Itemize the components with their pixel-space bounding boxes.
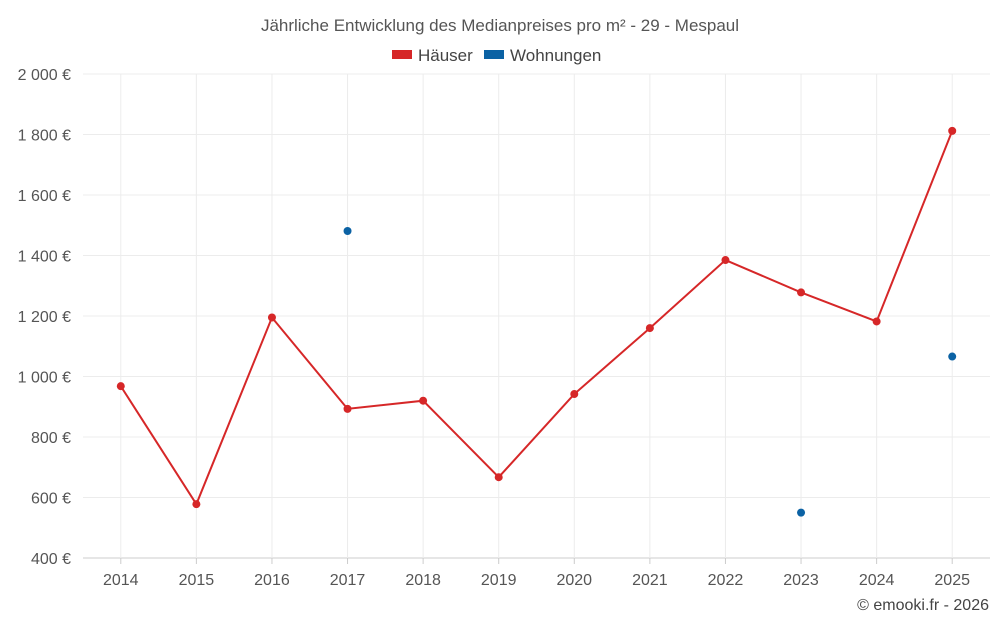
gridlines xyxy=(83,73,990,564)
data-point-haeuser[interactable] xyxy=(192,500,201,509)
data-point-haeuser[interactable] xyxy=(116,382,125,391)
x-axis-ticks: 2014 2015 2016 2017 2018 2019 2020 2021 2022 2023… xyxy=(103,572,970,589)
data-point-haeuser[interactable] xyxy=(267,313,276,322)
legend-swatch-wohnungen[interactable] xyxy=(484,50,504,59)
y-tick-label: 600 € xyxy=(31,491,71,508)
x-tick-label: 2021 xyxy=(632,572,668,589)
legend-label-haeuser[interactable]: Häuser xyxy=(418,46,473,65)
data-point-haeuser[interactable] xyxy=(343,404,352,413)
data-point-haeuser[interactable] xyxy=(494,473,503,482)
data-point-haeuser[interactable] xyxy=(570,390,579,399)
legend-label-wohnungen[interactable]: Wohnungen xyxy=(510,46,601,65)
x-tick-label: 2020 xyxy=(556,572,592,589)
data-point-haeuser[interactable] xyxy=(872,317,881,326)
x-tick-label: 2025 xyxy=(934,572,970,589)
y-tick-label: 2 000 € xyxy=(18,67,71,84)
x-tick-label: 2014 xyxy=(103,572,139,589)
credit-text: © emooki.fr - 2026 xyxy=(857,597,989,614)
x-tick-label: 2019 xyxy=(481,572,517,589)
y-axis-ticks: 400 € 600 € 800 € 1 000 € 1 200 € 1 400 € 1 60… xyxy=(18,67,71,568)
x-tick-label: 2017 xyxy=(330,572,366,589)
y-tick-label: 1 800 € xyxy=(18,128,71,145)
data-point-haeuser[interactable] xyxy=(645,324,654,333)
data-point-haeuser[interactable] xyxy=(797,288,806,297)
y-tick-label: 1 200 € xyxy=(18,309,71,326)
x-tick-label: 2018 xyxy=(405,572,441,589)
y-tick-label: 1 600 € xyxy=(18,188,71,205)
data-point-wohnungen[interactable] xyxy=(797,508,806,517)
data-point-wohnungen[interactable] xyxy=(948,352,957,361)
data-point-haeuser[interactable] xyxy=(721,256,730,265)
x-tick-label: 2023 xyxy=(783,572,819,589)
chart-title: Jährliche Entwicklung des Medianpreises … xyxy=(261,16,739,35)
y-tick-label: 400 € xyxy=(31,551,71,568)
x-tick-label: 2015 xyxy=(179,572,215,589)
x-tick-label: 2024 xyxy=(859,572,895,589)
y-tick-label: 1 000 € xyxy=(18,370,71,387)
data-point-haeuser[interactable] xyxy=(419,396,428,405)
x-tick-label: 2022 xyxy=(708,572,744,589)
series-layer xyxy=(116,126,957,517)
legend-swatch-haeuser[interactable] xyxy=(392,50,412,59)
data-point-wohnungen[interactable] xyxy=(343,226,352,235)
legend: Häuser Wohnungen xyxy=(392,46,601,65)
x-tick-label: 2016 xyxy=(254,572,290,589)
y-tick-label: 800 € xyxy=(31,430,71,447)
data-point-haeuser[interactable] xyxy=(948,126,957,135)
series-line-haeuser xyxy=(119,130,954,507)
y-tick-label: 1 400 € xyxy=(18,249,71,266)
